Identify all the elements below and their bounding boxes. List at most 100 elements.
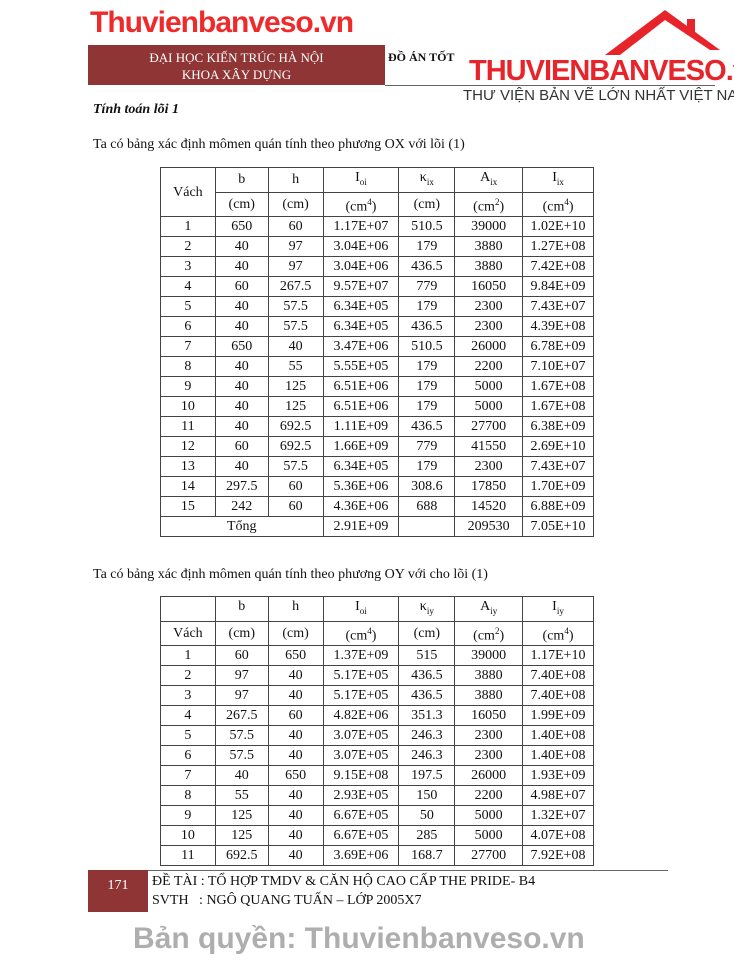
footer-topic: ĐỀ TÀI : TỔ HỢP TMDV & CĂN HỘ CAO CẤP TH… bbox=[152, 874, 536, 889]
data-cell-text: 16050 bbox=[471, 279, 507, 295]
data-cell-text: 60 bbox=[234, 279, 249, 295]
data-cell-text: 1.99E+09 bbox=[530, 708, 586, 724]
data-cell-text: 15 bbox=[180, 499, 195, 515]
table-row: 5 40 57.5 6.34E+05 179 2300 7.43E+07 bbox=[160, 296, 594, 318]
data-cell-text: 5000 bbox=[474, 828, 503, 844]
data-cell: 5 bbox=[160, 296, 216, 318]
data-cell: 2300 bbox=[454, 296, 524, 318]
unit-cell-text: (cm bbox=[542, 199, 565, 215]
data-cell: 1.40E+08 bbox=[522, 745, 594, 767]
data-cell: 2200 bbox=[454, 785, 524, 807]
data-cell-text: 436.5 bbox=[411, 688, 443, 704]
data-cell: 6.34E+05 bbox=[322, 296, 400, 318]
data-cell-text: 692.5 bbox=[226, 848, 258, 864]
table-row: 1 650 60 1.17E+07 510.5 39000 1.02E+10 bbox=[160, 216, 594, 238]
data-cell: 7.40E+08 bbox=[522, 665, 594, 687]
header-cell-text: I bbox=[552, 599, 557, 614]
header-divider bbox=[385, 85, 715, 86]
table-row: 11 692.5 40 3.69E+06 168.7 27700 7.92E+08 bbox=[160, 845, 594, 867]
data-cell-text: 60 bbox=[234, 439, 249, 455]
data-cell: 39000 bbox=[454, 645, 524, 667]
data-cell-text: 3880 bbox=[474, 259, 503, 275]
data-cell-text: 40 bbox=[288, 848, 303, 864]
data-cell-text: 40 bbox=[288, 339, 303, 355]
unit-cell-text: (cm bbox=[345, 199, 368, 215]
data-cell-text: 125 bbox=[231, 828, 253, 844]
data-cell-text: 515 bbox=[416, 648, 438, 664]
superscript: 2 bbox=[494, 196, 500, 207]
data-cell: 436.5 bbox=[398, 665, 456, 687]
data-cell: 1.40E+08 bbox=[522, 725, 594, 747]
header-cell-text: A bbox=[480, 599, 491, 614]
data-cell: 3.04E+06 bbox=[322, 256, 400, 278]
data-cell-text: 60 bbox=[234, 648, 249, 664]
data-cell-text: 2.69E+10 bbox=[530, 439, 586, 455]
data-cell: 6.51E+06 bbox=[322, 376, 400, 398]
unit-cell: (cm) bbox=[398, 191, 456, 218]
data-cell-text: 6.34E+05 bbox=[333, 319, 389, 335]
data-cell-text: 9 bbox=[184, 379, 192, 395]
school-name: ĐẠI HỌC KIẾN TRÚC HÀ NỘI bbox=[149, 50, 324, 65]
roof-logo-icon bbox=[605, 10, 720, 55]
total-a-text: 209530 bbox=[467, 519, 510, 535]
data-cell-text: 7.40E+08 bbox=[530, 668, 586, 684]
data-cell-text: 6.34E+05 bbox=[333, 459, 389, 475]
table-row: 12 60 692.5 1.66E+09 779 41550 2.69E+10 bbox=[160, 436, 594, 458]
table-row: 7 650 40 3.47E+06 510.5 26000 6.78E+09 bbox=[160, 336, 594, 358]
data-cell: 1.66E+09 bbox=[322, 436, 400, 458]
data-cell: 3 bbox=[160, 685, 216, 707]
data-cell: 6.34E+05 bbox=[322, 456, 400, 478]
data-cell-text: 1.17E+10 bbox=[530, 648, 586, 664]
data-cell-text: 3880 bbox=[474, 668, 503, 684]
data-cell: 40 bbox=[267, 785, 324, 807]
data-cell-text: 285 bbox=[416, 828, 438, 844]
data-cell-text: 1.70E+09 bbox=[530, 479, 586, 495]
data-cell-text: 4.39E+08 bbox=[530, 319, 586, 335]
data-cell: 4.36E+06 bbox=[322, 496, 400, 518]
data-cell-text: 40 bbox=[288, 668, 303, 684]
header-cell-text: h bbox=[292, 172, 300, 188]
data-cell: 40 bbox=[214, 356, 269, 378]
data-cell: 9.57E+07 bbox=[322, 276, 400, 298]
page-number: 171 bbox=[88, 870, 148, 912]
data-cell: 40 bbox=[267, 825, 324, 847]
data-cell: 57.5 bbox=[267, 296, 324, 318]
data-cell-text: 688 bbox=[416, 499, 438, 515]
data-cell: 60 bbox=[267, 496, 324, 518]
data-cell-text: 5.17E+05 bbox=[333, 688, 389, 704]
data-cell-text: 3.04E+06 bbox=[333, 239, 389, 255]
unit-cell-text: (cm) bbox=[413, 626, 441, 642]
data-cell: 6.78E+09 bbox=[522, 336, 594, 358]
data-cell: 7 bbox=[160, 336, 216, 358]
data-cell-text: 6.51E+06 bbox=[333, 379, 389, 395]
data-cell: 9.15E+08 bbox=[322, 765, 400, 787]
data-cell-text: 150 bbox=[416, 788, 438, 804]
unit-cell-text: (cm) bbox=[228, 197, 255, 213]
data-cell-text: 510.5 bbox=[411, 219, 443, 235]
header-cell: Aiy bbox=[454, 596, 524, 622]
data-cell-text: 40 bbox=[234, 239, 249, 255]
data-cell: 3.69E+06 bbox=[322, 845, 400, 867]
data-cell-text: 179 bbox=[416, 239, 438, 255]
table-row: 5 57.5 40 3.07E+05 246.3 2300 1.40E+08 bbox=[160, 725, 594, 747]
table-row: 9 125 40 6.67E+05 50 5000 1.32E+07 bbox=[160, 805, 594, 827]
data-cell: 285 bbox=[398, 825, 456, 847]
data-cell: 3880 bbox=[454, 236, 524, 258]
inertia-table-ox: Vách b h Ioi κix Aix Iix (cm) (cm) (cm4) (cm) (cm2)… bbox=[160, 166, 594, 538]
data-cell: 5000 bbox=[454, 376, 524, 398]
data-cell: 8 bbox=[160, 356, 216, 378]
data-cell: 50 bbox=[398, 805, 456, 827]
data-cell: 779 bbox=[398, 436, 456, 458]
data-cell-text: 6.67E+05 bbox=[333, 808, 389, 824]
data-cell: 40 bbox=[267, 745, 324, 767]
data-cell: 2300 bbox=[454, 725, 524, 747]
data-cell: 179 bbox=[398, 376, 456, 398]
data-cell: 1.27E+08 bbox=[522, 236, 594, 258]
data-cell: 17850 bbox=[454, 476, 524, 498]
data-cell: 6.38E+09 bbox=[522, 416, 594, 438]
data-cell: 2.93E+05 bbox=[322, 785, 400, 807]
data-cell: 650 bbox=[214, 216, 269, 238]
data-cell-text: 5 bbox=[184, 728, 192, 744]
header-cell: h bbox=[267, 167, 324, 193]
data-cell: 4 bbox=[160, 276, 216, 298]
